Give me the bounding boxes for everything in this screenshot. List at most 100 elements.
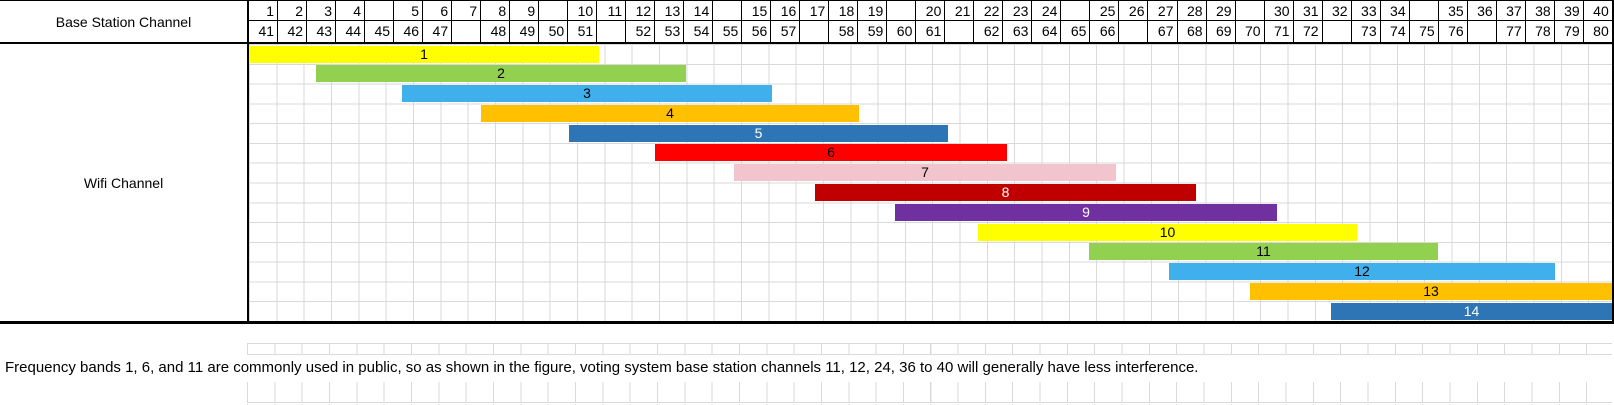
wifi-channel-bar-14: 14 xyxy=(1331,302,1612,320)
base-channel-spacer-cell xyxy=(1119,21,1149,42)
base-channel-cell: 28 xyxy=(1178,1,1207,20)
base-channel-cell: 32 xyxy=(1323,1,1352,20)
base-channel-cell: 69 xyxy=(1207,21,1236,42)
base-station-channel-label: Base Station Channel xyxy=(55,13,192,30)
base-channel-cell: 34 xyxy=(1381,1,1410,20)
base-channel-cell: 9 xyxy=(510,1,540,20)
base-channel-cell: 31 xyxy=(1294,1,1323,20)
base-channel-spacer-cell xyxy=(800,21,830,42)
base-channel-cell: 1 xyxy=(249,1,279,20)
base-channel-cell: 5 xyxy=(394,1,424,20)
base-channel-cell: 49 xyxy=(510,21,540,42)
wifi-channel-bar-8: 8 xyxy=(815,184,1196,201)
base-station-channel-axis: 1 2 3 4 5 6 7 8 9 10 11 12 13 14 15 16 17 18 19 20 21 22 23 24 2… xyxy=(249,1,1612,42)
base-channel-cell: 54 xyxy=(684,21,714,42)
base-channel-cell: 75 xyxy=(1410,21,1439,42)
base-channel-cell: 46 xyxy=(394,21,424,42)
chart-bottom-border xyxy=(0,321,1614,324)
base-channel-cell: 35 xyxy=(1439,1,1468,20)
base-channel-cell: 68 xyxy=(1178,21,1207,42)
base-channel-cell: 45 xyxy=(365,21,395,42)
base-channel-cell: 56 xyxy=(742,21,772,42)
base-channel-spacer-cell xyxy=(452,21,482,42)
wifi-overlap-chart: 1 2 3 4 5 6 7 8 9 10 11 12 13 14 xyxy=(249,44,1612,321)
base-channel-cell: 77 xyxy=(1497,21,1526,42)
base-channel-spacer-cell xyxy=(1323,21,1352,42)
base-channel-cell: 48 xyxy=(481,21,511,42)
base-channel-spacer-cell xyxy=(1468,21,1497,42)
base-channel-cell: 19 xyxy=(858,1,888,20)
base-channel-spacer-cell xyxy=(713,1,743,20)
base-channel-cell: 64 xyxy=(1032,21,1062,42)
wifi-channel-bar-3: 3 xyxy=(402,85,772,103)
base-channel-cell: 29 xyxy=(1207,1,1236,20)
base-channel-cell: 14 xyxy=(684,1,714,20)
wifi-channel-bar-13: 13 xyxy=(1250,282,1612,300)
wifi-channel-bar-4: 4 xyxy=(481,104,859,122)
base-channel-cell: 8 xyxy=(481,1,511,20)
base-channel-cell: 52 xyxy=(626,21,656,42)
base-channel-cell: 62 xyxy=(974,21,1004,42)
base-channel-cell: 25 xyxy=(1090,1,1120,20)
base-channel-cell: 63 xyxy=(1003,21,1033,42)
base-channel-cell: 65 xyxy=(1061,21,1091,42)
base-channel-cell: 57 xyxy=(771,21,801,42)
base-channel-cell: 39 xyxy=(1555,1,1584,20)
base-channel-cell: 78 xyxy=(1526,21,1555,42)
base-channel-spacer-cell xyxy=(597,21,627,42)
wifi-channel-bar-9: 9 xyxy=(895,203,1277,221)
base-channel-cell: 44 xyxy=(336,21,366,42)
wifi-channel-bar-11: 11 xyxy=(1089,243,1438,261)
base-channel-cell: 61 xyxy=(916,21,946,42)
base-channel-cell: 15 xyxy=(742,1,772,20)
base-channel-spacer-cell xyxy=(887,1,917,20)
base-channel-spacer-cell xyxy=(365,1,395,20)
base-channel-cell: 71 xyxy=(1265,21,1294,42)
base-channel-cell: 80 xyxy=(1593,23,1609,39)
base-channel-cell: 60 xyxy=(887,21,917,42)
base-channel-cell: 40 xyxy=(1593,3,1609,19)
wifi-channel-label: Wifi Channel xyxy=(83,174,164,191)
base-channel-cell: 21 xyxy=(945,1,975,20)
base-channel-cell: 22 xyxy=(974,1,1004,20)
wifi-channel-bar-10: 10 xyxy=(978,223,1357,241)
base-channel-spacer-cell xyxy=(539,1,569,20)
base-channel-cell: 70 xyxy=(1236,21,1265,42)
base-channel-cell: 16 xyxy=(771,1,801,20)
header-bottom-border xyxy=(0,42,1614,44)
base-channel-cell: 3 xyxy=(307,1,337,20)
empty-grid-row xyxy=(247,382,1612,403)
base-channel-cell: 47 xyxy=(423,21,453,42)
base-channel-cell: 74 xyxy=(1381,21,1410,42)
base-channel-cell: 43 xyxy=(307,21,337,42)
base-channel-cell: 6 xyxy=(423,1,453,20)
base-channel-cell: 73 xyxy=(1352,21,1381,42)
base-channel-cell: 59 xyxy=(858,21,888,42)
base-channel-cell: 24 xyxy=(1032,1,1062,20)
base-channel-spacer-cell xyxy=(1410,1,1439,20)
base-channel-cell: 11 xyxy=(597,1,627,20)
base-channel-cell: 13 xyxy=(655,1,685,20)
base-channel-cell: 51 xyxy=(568,21,598,42)
base-channel-cell: 72 xyxy=(1294,21,1323,42)
base-channel-cell: 27 xyxy=(1148,1,1178,20)
base-channel-cell: 33 xyxy=(1352,1,1381,20)
base-channel-cell: 4 xyxy=(336,1,366,20)
base-channel-cell: 7 xyxy=(452,1,482,20)
base-channel-cell: 38 xyxy=(1526,1,1555,20)
base-channel-cell: 18 xyxy=(829,1,859,20)
base-channel-cell: 17 xyxy=(800,1,830,20)
base-channel-spacer-cell xyxy=(1236,1,1265,20)
base-channel-spacer-cell xyxy=(945,21,975,42)
base-channel-cell: 66 xyxy=(1090,21,1120,42)
wifi-channel-bar-5: 5 xyxy=(569,124,948,142)
base-channel-cell: 55 xyxy=(713,21,743,42)
base-channel-cell: 79 xyxy=(1555,21,1584,42)
base-channel-cell: 37 xyxy=(1497,1,1526,20)
base-channel-cell: 67 xyxy=(1148,21,1178,42)
wifi-channel-bar-7: 7 xyxy=(734,164,1116,182)
wifi-channel-bar-2: 2 xyxy=(316,65,686,83)
base-channel-cell: 2 xyxy=(278,1,308,20)
base-row-1: 1 2 3 4 5 6 7 8 9 10 11 12 13 14 15 16 17 18 19 20 21 22 23 24 2… xyxy=(249,1,1612,21)
chart-left-border xyxy=(247,1,249,321)
